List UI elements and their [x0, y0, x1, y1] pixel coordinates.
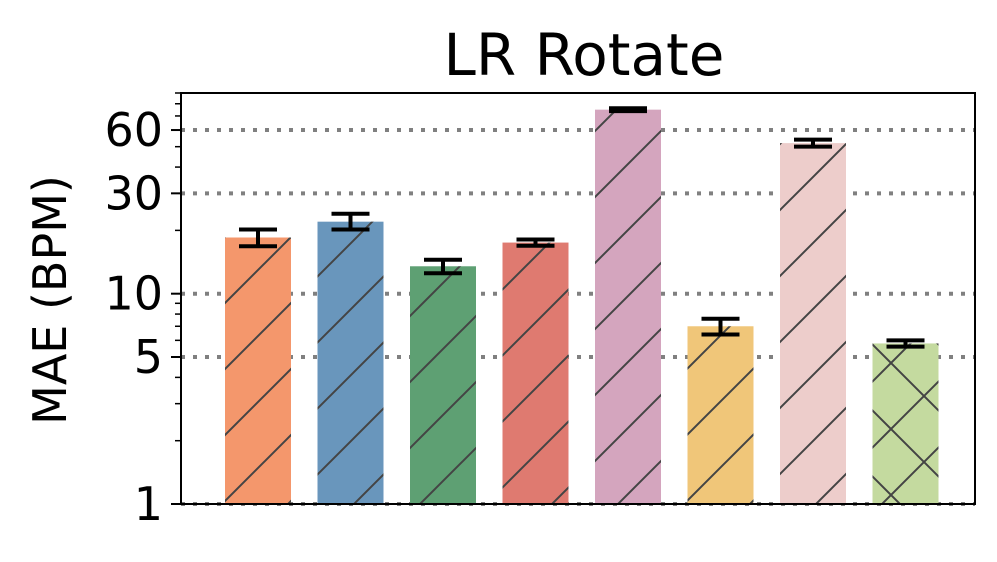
bar-hatch-1: [225, 237, 291, 504]
error-bars: [239, 106, 925, 349]
y-tick-label-1: 1: [134, 477, 163, 531]
bar-hatch-8: [872, 343, 939, 504]
bar-hatch-6: [687, 326, 754, 504]
bar-hatch-2: [317, 221, 384, 504]
grid-lines: [181, 128, 975, 506]
y-axis-ticks: 1 5 10 30 60: [104, 92, 181, 531]
bar-hatch-3: [410, 266, 476, 504]
chart-title: LR Rotate: [444, 21, 725, 89]
y-tick-label-60: 60: [104, 103, 163, 157]
bar-hatch-5: [595, 109, 661, 504]
y-tick-label-10: 10: [104, 267, 163, 321]
bars: [225, 109, 939, 505]
bar-hatch-7: [780, 143, 846, 504]
bar-hatch-4: [502, 242, 569, 505]
y-axis-label: MAE (BPM): [23, 175, 77, 425]
y-tick-label-5: 5: [134, 330, 163, 384]
y-tick-label-30: 30: [104, 166, 163, 220]
plot-frame: [180, 92, 976, 505]
